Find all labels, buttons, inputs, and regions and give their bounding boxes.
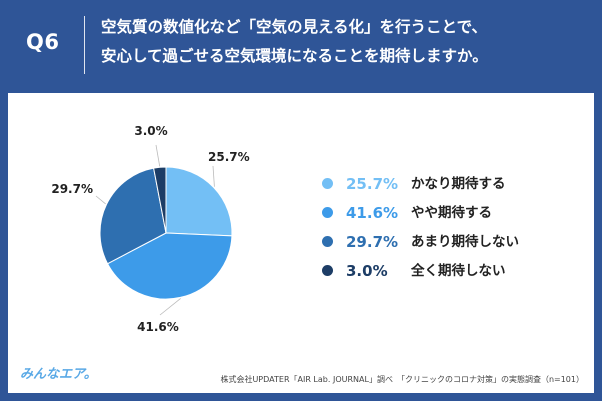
legend-label: 全く期待しない [411, 263, 506, 279]
legend-item-3: 29.7% あまり期待しない [322, 231, 582, 253]
legend-label: やや期待する [411, 205, 492, 221]
pie-slice-4 [153, 166, 167, 234]
legend-swatch [322, 236, 333, 247]
legend-value: 3.0% [346, 262, 388, 280]
source-note: 株式会社UPDATER「AIR Lab. JOURNAL」調べ 「クリニックのコ… [220, 375, 584, 384]
legend-value: 29.7% [346, 233, 399, 251]
question-line-2: 安心して過ごせる空気環境になることを期待しますか。 [101, 47, 488, 65]
legend-item-4: 3.0% 全く期待しない [322, 260, 582, 282]
question-header: Q6 空気質の数値化など「空気の見える化」を行うことで、 安心して過ごせる空気環… [0, 0, 602, 90]
chart-card: 25.7% 41.6% 29.7% 3.0% 25.7% かなり期待する 41.6% やや期… [8, 93, 594, 393]
legend-value: 41.6% [346, 204, 399, 222]
brand-logo: みんなエア。 [20, 367, 97, 382]
legend-label: あまり期待しない [411, 234, 519, 250]
pie-slice-2 [106, 232, 233, 300]
pie-slice-1 [165, 166, 233, 237]
pie-slice-3 [99, 167, 167, 265]
leader-line-1 [212, 165, 215, 187]
legend-swatch [322, 207, 333, 218]
data-label-4: 3.0% [134, 124, 167, 138]
legend-label: かなり期待する [411, 176, 506, 192]
question-line-1: 空気質の数値化など「空気の見える化」を行うことで、 [101, 18, 487, 36]
leader-line-4 [155, 144, 161, 167]
question-text: 空気質の数値化など「空気の見える化」を行うことで、 安心して過ごせる空気環境にな… [101, 13, 596, 71]
legend-item-1: 25.7% かなり期待する [322, 173, 582, 195]
leader-line-3 [95, 195, 106, 205]
data-label-3: 29.7% [51, 182, 93, 196]
legend-swatch [322, 265, 333, 276]
legend-value: 25.7% [346, 175, 399, 193]
leader-line-2 [159, 298, 181, 316]
pie-chart: 25.7% 41.6% 29.7% 3.0% [51, 124, 250, 334]
legend-item-2: 41.6% やや期待する [322, 202, 582, 224]
data-label-1: 25.7% [208, 150, 250, 164]
legend-swatch [322, 178, 333, 189]
data-label-2: 41.6% [137, 320, 179, 334]
question-number: Q6 [26, 30, 60, 54]
header-divider [84, 16, 85, 74]
